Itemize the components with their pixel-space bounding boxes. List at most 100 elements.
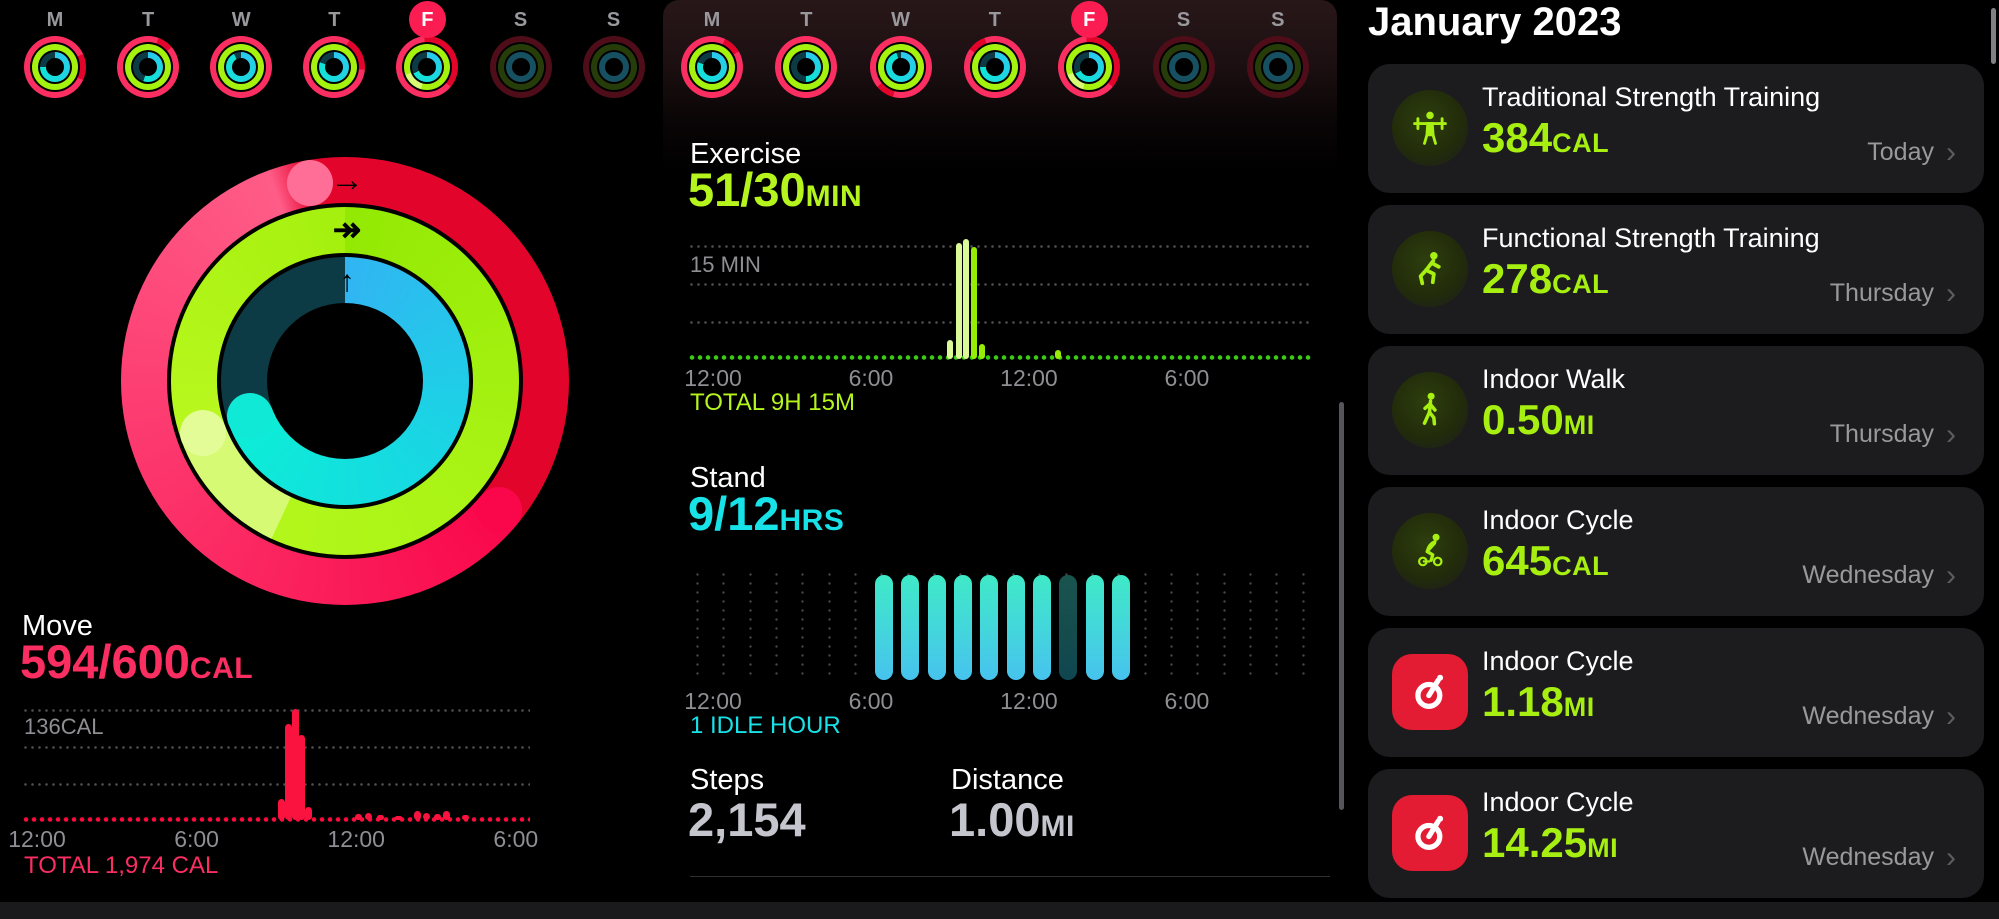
axis-tick-label: 6:00 xyxy=(848,365,894,391)
workout-value-number: 14.25 xyxy=(1482,819,1588,866)
axis-tick-label: 6:00 xyxy=(1164,365,1210,391)
move-bar xyxy=(413,811,421,820)
day-detail-panel: M T W T F S S Exercise 51/30 MIN 15 MIN TOTAL 9… xyxy=(663,0,1337,919)
mini-activity-ring xyxy=(210,36,273,98)
detail-scrollbar[interactable] xyxy=(1339,402,1344,810)
move-bar xyxy=(423,813,431,820)
mini-activity-ring xyxy=(963,36,1026,98)
day-s-rings[interactable]: S xyxy=(1152,0,1215,100)
hour-gridline xyxy=(801,570,805,680)
stand-hour-bar xyxy=(875,575,894,680)
workout-day-label: Wednesday xyxy=(1802,561,1934,589)
chevron-right-icon: › xyxy=(1946,559,1956,592)
day-letter: S xyxy=(1271,9,1285,31)
axis-tick-label: 12:00 xyxy=(684,365,742,391)
hour-gridline xyxy=(827,570,831,680)
move-chart: 136CAL TOTAL 1,974 CAL 12:00 6:00 12:00 6:0… xyxy=(8,700,538,900)
workout-card[interactable]: Functional Strength Training 278 CAL Thursd… xyxy=(1368,205,1984,334)
workout-title: Indoor Cycle xyxy=(1482,787,1634,817)
workout-card[interactable]: Indoor Walk 0.50 MI Thursday › xyxy=(1368,346,1984,475)
exercise-bar xyxy=(1054,349,1061,359)
workout-list-scrollbar[interactable] xyxy=(1991,8,1996,64)
gridline xyxy=(22,783,530,786)
exercise-bar xyxy=(946,340,953,359)
hour-gridline xyxy=(1196,570,1200,680)
stand-value: 9/12 HRS xyxy=(688,486,844,541)
workout-card[interactable]: Traditional Strength Training 384 CAL Today… xyxy=(1368,64,1984,193)
move-ring-start-cap xyxy=(475,487,522,534)
ring-layer xyxy=(1080,58,1099,76)
exercise-ring-lap-cap xyxy=(180,409,227,456)
day-s-rings[interactable]: S xyxy=(489,0,552,100)
day-f-rings[interactable]: F xyxy=(396,0,459,100)
move-value: 594/600 CAL xyxy=(20,634,253,689)
hour-gridline xyxy=(748,570,752,680)
workout-card[interactable]: Indoor Cycle 1.18 MI Wednesday › xyxy=(1368,628,1984,757)
exercise-baseline-dots xyxy=(688,355,1312,360)
day-t-rings[interactable]: T xyxy=(117,0,180,100)
day-f-rings[interactable]: F xyxy=(1058,0,1121,100)
chevron-right-icon: › xyxy=(1946,418,1956,451)
exercise-label: Exercise xyxy=(690,138,802,170)
activity-rings[interactable]: → ↠ ↑ xyxy=(121,157,569,605)
mini-activity-ring xyxy=(582,36,645,98)
move-grid-label: 136CAL xyxy=(24,714,104,739)
distance-label: Distance xyxy=(951,764,1064,796)
mini-activity-ring xyxy=(489,36,552,98)
ring-layer xyxy=(985,58,1004,76)
workout-card[interactable]: Indoor Cycle 14.25 MI Wednesday › xyxy=(1368,769,1984,898)
workout-value: 645 CAL xyxy=(1482,537,1609,585)
axis-tick-label: 6:00 xyxy=(1164,688,1210,714)
day-s-rings[interactable]: S xyxy=(1246,0,1309,100)
mini-activity-ring xyxy=(1058,36,1121,98)
workout-day: Wednesday › xyxy=(1802,559,1956,592)
gridline xyxy=(22,709,530,712)
mini-activity-ring xyxy=(24,36,86,98)
chevron-right-icon: › xyxy=(1946,700,1956,733)
workout-title: Indoor Cycle xyxy=(1482,505,1634,535)
day-t-rings[interactable]: T xyxy=(963,0,1026,100)
move-bar xyxy=(461,815,469,820)
workout-value: 14.25 MI xyxy=(1482,819,1618,867)
day-letter: T xyxy=(328,9,341,31)
mini-activity-ring xyxy=(303,36,366,98)
move-bar xyxy=(395,815,403,820)
chevron-right-icon: › xyxy=(1946,277,1956,310)
exercise-value-unit: MIN xyxy=(805,180,863,213)
day-s-rings[interactable]: S xyxy=(582,0,645,100)
move-baseline-dots xyxy=(22,817,530,822)
day-m-rings[interactable]: M xyxy=(681,0,743,100)
steps-label: Steps xyxy=(690,764,765,796)
day-letter: F xyxy=(421,9,434,31)
mini-activity-ring xyxy=(396,36,459,98)
mini-activity-ring xyxy=(1152,36,1215,98)
move-bar xyxy=(298,735,306,820)
distance-value-number: 1.00 xyxy=(949,793,1041,846)
stand-hour-bar xyxy=(901,575,920,680)
exercise-chart: 15 MIN TOTAL 9H 15M 12:00 6:00 12:00 6:00 xyxy=(684,238,1312,420)
move-value-number: 594/600 xyxy=(20,635,190,688)
workout-day: Wednesday › xyxy=(1802,700,1956,733)
day-t-rings[interactable]: T xyxy=(775,0,838,100)
workout-title: Functional Strength Training xyxy=(1482,223,1820,253)
month-title: January 2023 xyxy=(1368,0,1622,44)
ring-layer xyxy=(46,58,64,76)
day-m-rings[interactable]: M xyxy=(24,0,86,100)
workout-day: Thursday › xyxy=(1830,418,1956,451)
day-w-rings[interactable]: W xyxy=(210,0,273,100)
gridline xyxy=(688,283,1312,286)
workout-day-label: Thursday xyxy=(1829,279,1934,307)
stand-hour-bar xyxy=(980,575,999,680)
day-t-rings[interactable]: T xyxy=(303,0,366,100)
workout-value-unit: CAL xyxy=(1552,128,1610,158)
workout-value-unit: MI xyxy=(1563,410,1595,440)
day-w-rings[interactable]: W xyxy=(869,0,932,100)
section-divider xyxy=(690,876,1330,877)
hour-gridline xyxy=(1248,570,1252,680)
axis-tick-label: 12:00 xyxy=(327,826,385,852)
move-arrow-icon: → xyxy=(330,161,364,199)
indoor-cycle-icon xyxy=(1392,513,1468,589)
workout-card[interactable]: Indoor Cycle 645 CAL Wednesday › xyxy=(1368,487,1984,616)
move-bar xyxy=(291,709,299,820)
workout-value-number: 645 xyxy=(1482,537,1553,584)
